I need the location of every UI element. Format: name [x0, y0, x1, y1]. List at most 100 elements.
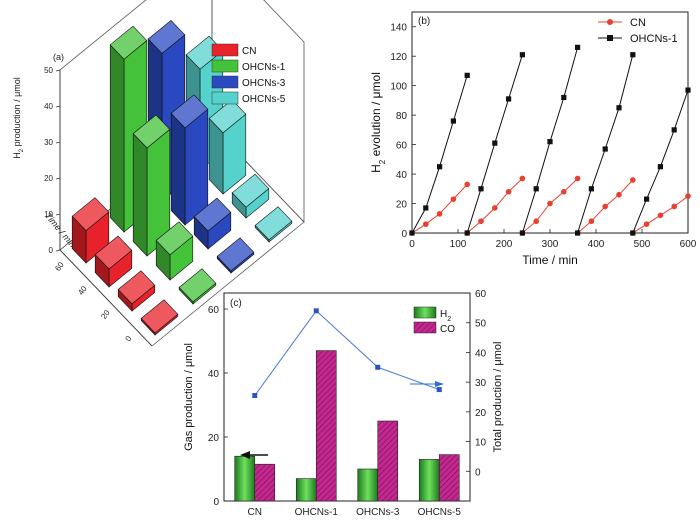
bar-OHCNs-1-t40 [132, 114, 171, 257]
legend-swatch-OHCNs-5 [211, 91, 239, 105]
bar-top-face [178, 268, 217, 303]
y-tick-label: 0 [401, 229, 407, 240]
data-point [630, 52, 636, 58]
data-point [561, 188, 567, 195]
bar-top-face [132, 114, 171, 149]
z-tick-label: 10 [44, 210, 53, 219]
data-point [630, 177, 636, 183]
x-axis-label: Time / min [522, 253, 578, 267]
bar-top-face [140, 299, 179, 334]
legend-marker [607, 19, 613, 25]
legend-label: CO [440, 324, 455, 335]
data-point [574, 175, 581, 182]
bar-OHCNs-5-t0 [254, 206, 293, 243]
series-line [411, 184, 468, 234]
data-point [533, 186, 539, 192]
data-point [519, 230, 525, 236]
total-point [375, 364, 381, 370]
time-tick-label: 60 [53, 260, 66, 273]
legend-swatch-CN [211, 43, 239, 57]
z-tick-label: 50 [44, 66, 53, 75]
y-tick-label: 140 [390, 23, 407, 34]
y2-tick-label: 40 [475, 348, 487, 359]
data-point [478, 186, 484, 192]
y2-tick-label: 50 [475, 319, 487, 330]
bar-CO-OHCNs-3 [377, 420, 399, 502]
bar-OHCNs-3-t40 [170, 94, 209, 226]
legend-label: OHCNs-1 [242, 62, 286, 73]
data-point [519, 175, 526, 182]
axis-line [59, 249, 153, 347]
data-point [602, 146, 608, 152]
bar-top-face [208, 99, 247, 134]
data-point [547, 200, 553, 207]
y-tick-label: 120 [390, 52, 407, 63]
data-point [464, 230, 470, 236]
legend-label: H2 [440, 309, 451, 323]
data-point [464, 181, 471, 188]
data-point [685, 87, 691, 93]
bar-OHCNs-1-t0 [178, 268, 217, 305]
panel-c: 0 20 40 60 0 10 20 30 40 50 60 Gas production / μmo… [183, 289, 504, 518]
y-tick-label: 0 [213, 497, 219, 508]
y-tick-label: 40 [208, 369, 220, 380]
z-tick [55, 69, 61, 72]
x-tick-label: OHCNs-5 [418, 507, 462, 518]
y-tick-label: 20 [208, 433, 220, 444]
y-tick-label: 80 [396, 111, 408, 122]
y-tick-label: 100 [390, 82, 407, 93]
bar-H2-OHCNs-5 [418, 459, 440, 502]
z-tick-label: 0 [49, 246, 54, 255]
y2-axis-label: Total production / μmol [492, 342, 504, 453]
z-tick [55, 249, 61, 252]
data-point [657, 164, 663, 170]
bar-CN-t60 [71, 197, 110, 264]
data-point [602, 203, 608, 210]
data-point [685, 193, 691, 199]
total-point [436, 387, 442, 393]
y-tick-label: 60 [396, 141, 408, 152]
data-point [436, 211, 443, 217]
bar-H2-CN [234, 455, 256, 502]
y2-tick-label: 20 [475, 408, 487, 419]
data-point [547, 139, 553, 145]
series-OHCNs-1 [409, 44, 691, 236]
data-point [630, 230, 636, 236]
data-point [464, 72, 470, 78]
legend-label: CN [630, 17, 646, 29]
left-axis-arrowhead [240, 451, 250, 459]
total-point [252, 393, 258, 399]
bar-top-face [71, 197, 110, 232]
bar-CO-CN [254, 463, 276, 502]
x-tick-label: 600 [680, 239, 697, 250]
x-tick-label: 500 [634, 239, 651, 250]
bar-top-face [216, 237, 255, 272]
total-point [313, 308, 319, 314]
plot-frame [223, 292, 471, 502]
y2-tick-label: 0 [475, 467, 481, 478]
bar-side-face [170, 112, 186, 226]
data-point [409, 230, 415, 236]
bar-OHCNs-5-t20 [231, 173, 270, 219]
bar-OHCNs-3-t20 [193, 197, 232, 250]
y2-tick-label: 10 [475, 438, 487, 449]
data-point [588, 186, 594, 192]
data-point [644, 196, 650, 202]
bar-top-face [117, 270, 156, 305]
series-CN [409, 175, 691, 236]
bar-CN-t0 [140, 299, 179, 336]
data-point [657, 212, 664, 219]
x-tick-label: CN [248, 507, 262, 518]
panel-label: (c) [230, 298, 242, 309]
y-tick-label: 60 [208, 305, 220, 316]
data-point [643, 221, 650, 227]
y-tick-label: 40 [396, 170, 408, 181]
data-point [616, 105, 622, 111]
legend-label: CN [242, 46, 256, 57]
y2-tick-label: 60 [475, 289, 487, 300]
legend-marker [607, 35, 613, 41]
z-tick [55, 177, 61, 180]
z-tick-label: 20 [44, 174, 53, 183]
data-point [506, 96, 512, 102]
